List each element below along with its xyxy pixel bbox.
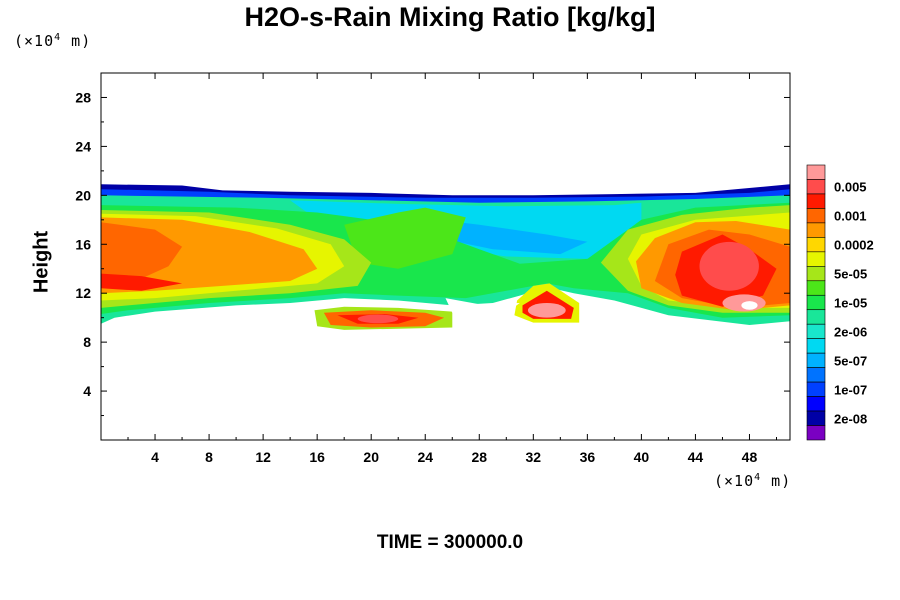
contour-central-green (344, 207, 466, 269)
y-tick-label: 16 (75, 236, 91, 252)
chart-title: H2O-s-Rain Mixing Ratio [kg/kg] (244, 2, 656, 32)
y-tick-label: 12 (75, 285, 91, 301)
colorbar-swatch (806, 367, 826, 383)
colorbar-swatch (806, 193, 826, 209)
plot-frame (100, 72, 791, 441)
contour-clear-gap (445, 298, 520, 313)
colorbar-swatch (806, 266, 826, 282)
time-label: TIME = 300000.0 (376, 532, 524, 553)
colorbar-swatch (806, 425, 826, 441)
x-tick-label: 32 (526, 449, 542, 465)
colorbar-swatch (806, 323, 826, 339)
x-tick-label: 16 (309, 449, 325, 465)
contour-lower-blob-pink (527, 302, 566, 318)
contour-left-darkorange (101, 222, 183, 286)
y-tick-label: 20 (75, 187, 91, 203)
colorbar-swatch (806, 309, 826, 325)
colorbar-label: 1e-05 (834, 296, 867, 311)
x-tick-label: 48 (742, 449, 758, 465)
colorbar-label: 0.005 (834, 180, 867, 195)
x-tick-label: 4 (151, 449, 159, 465)
colorbar-label: 0.0002 (834, 238, 874, 253)
colorbar: 0.005 0.001 0.0002 5e-05 1e-05 2e-06 5e-07 1e-0… (806, 164, 874, 441)
x-tick-label: 8 (205, 449, 213, 465)
colorbar-label: 5e-05 (834, 267, 867, 282)
colorbar-label: 1e-07 (834, 382, 867, 397)
contour-field (101, 184, 790, 330)
y-tick-label: 28 (75, 89, 91, 105)
y-axis-unit: (×104 m) (14, 32, 92, 50)
colorbar-swatch (806, 280, 826, 296)
colorbar-swatch (806, 294, 826, 311)
colorbar-swatch (806, 338, 826, 354)
x-axis-unit: (×104 m) (714, 472, 792, 490)
colorbar-swatch (806, 164, 826, 180)
colorbar-swatch (806, 352, 826, 368)
x-tick-label: 36 (580, 449, 596, 465)
y-tick-label: 4 (83, 383, 91, 399)
colorbar-swatch (806, 237, 826, 253)
x-tick-label: 12 (255, 449, 271, 465)
x-tick-label: 24 (417, 449, 433, 465)
colorbar-swatch (806, 251, 826, 267)
colorbar-swatch (806, 410, 826, 426)
colorbar-swatch (806, 381, 826, 397)
colorbar-label: 0.001 (834, 209, 867, 224)
contour-right-pink (699, 241, 759, 291)
colorbar-label: 2e-08 (834, 411, 867, 426)
x-tick-label: 20 (363, 449, 379, 465)
colorbar-label: 5e-07 (834, 353, 867, 368)
x-tick-label: 44 (688, 449, 704, 465)
colorbar-swatch (806, 179, 826, 195)
x-tick-label: 40 (634, 449, 650, 465)
contour-left-red (101, 273, 183, 291)
x-tick-label: 28 (471, 449, 487, 465)
colorbar-swatch (806, 396, 826, 412)
colorbar-swatch (806, 208, 826, 224)
y-tick-label: 8 (83, 334, 91, 350)
colorbar-swatch (806, 222, 826, 238)
colorbar-label: 2e-06 (834, 324, 867, 339)
contour-lower-band-pink (357, 314, 399, 324)
contour-right-white (741, 301, 758, 310)
y-tick-label: 24 (75, 138, 91, 154)
